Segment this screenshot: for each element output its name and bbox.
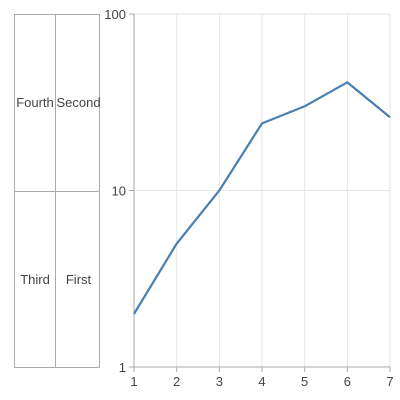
y-tick-label: 10 [112,184,126,199]
legend-grid: Fourth Second Third First [14,14,101,368]
chart-tick-labels: 1 2 3 4 5 6 7 1 10 100 [104,7,393,389]
chart-series [133,81,391,315]
chart-grid [134,13,391,368]
chart-axes [129,13,391,372]
legend-cell-third[interactable]: Third [20,272,50,287]
legend-divider-horizontal [15,191,99,192]
x-tick-label: 3 [216,374,223,389]
x-tick-label: 4 [258,374,265,389]
x-tick-label: 6 [344,374,351,389]
x-tick-label: 5 [301,374,308,389]
x-tick-label: 2 [173,374,180,389]
y-tick-label: 1 [119,360,126,375]
x-tick-label: 1 [130,374,137,389]
legend-cell-second[interactable]: Second [56,95,101,110]
legend-cell-fourth[interactable]: Fourth [16,95,54,110]
y-tick-label: 100 [104,7,126,22]
legend-cell-first[interactable]: First [65,272,92,287]
x-tick-label: 7 [386,374,393,389]
